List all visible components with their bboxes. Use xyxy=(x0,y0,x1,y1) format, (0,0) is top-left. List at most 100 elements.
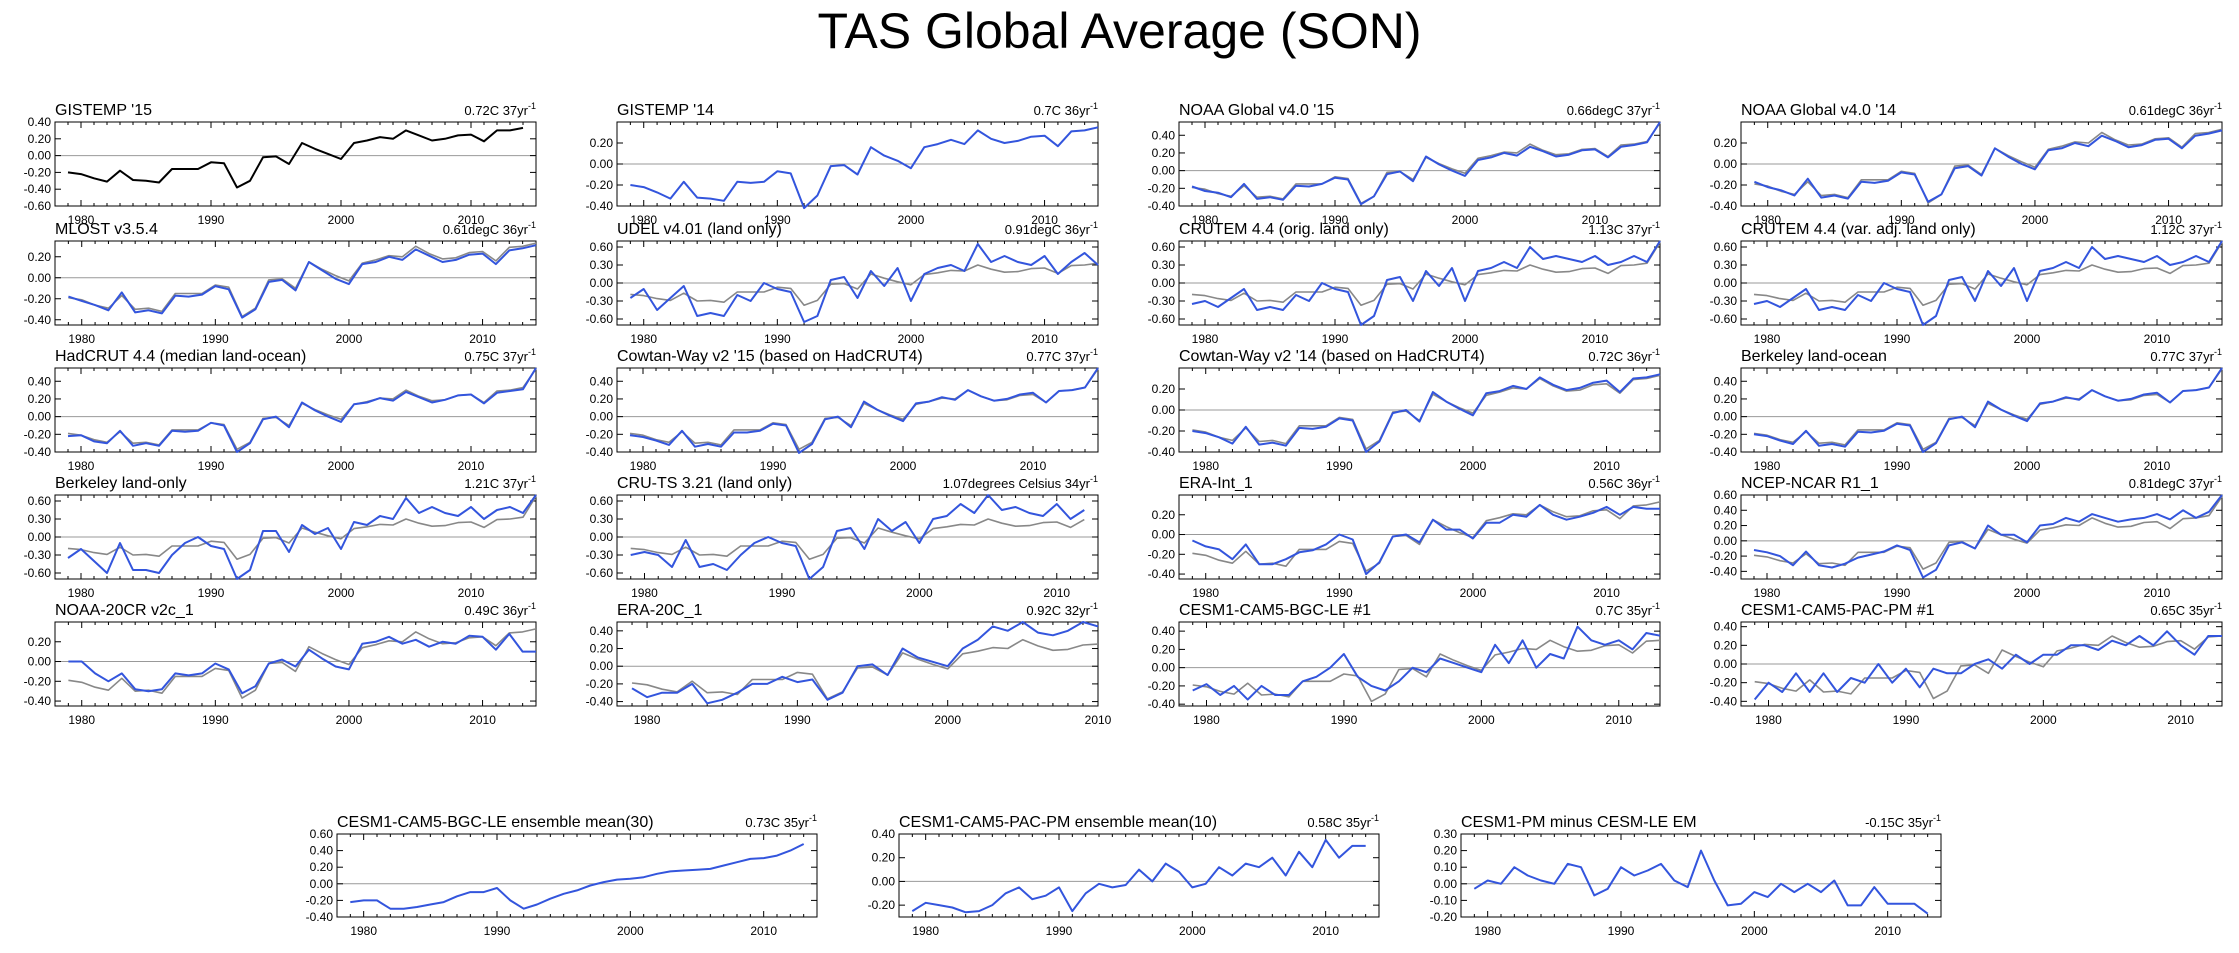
ytick-label: -0.20 xyxy=(586,677,614,691)
ytick-label: 0.40 xyxy=(1714,620,1738,634)
xtick-label: 1980 xyxy=(1754,332,1781,346)
xtick-label: 2000 xyxy=(1468,713,1495,727)
ytick-label: 0.20 xyxy=(1152,382,1176,396)
ytick-label: -0.40 xyxy=(24,182,52,196)
ytick-label: -0.20 xyxy=(868,898,896,912)
ytick-label: 0.20 xyxy=(1714,392,1738,406)
ytick-label: -0.40 xyxy=(1148,445,1176,459)
xtick-label: 1980 xyxy=(1754,586,1781,600)
panel: 0.60 0.30 0.00 -0.30 -0.60 1980 1990 2000 2010 Be… xyxy=(24,474,537,600)
xtick-label: 2010 xyxy=(2144,586,2171,600)
ytick-label: 0.00 xyxy=(1714,157,1738,171)
ytick-label: 0.20 xyxy=(1152,508,1176,522)
xtick-label: 1980 xyxy=(631,586,658,600)
model-series-line xyxy=(1473,849,1929,915)
ytick-label: -0.60 xyxy=(586,566,614,580)
xtick-label: 2000 xyxy=(1460,586,1487,600)
ytick-label: 0.40 xyxy=(1152,128,1176,142)
xtick-label: 2000 xyxy=(328,459,355,473)
ytick-label: -0.40 xyxy=(1148,199,1176,213)
ytick-label: -0.40 xyxy=(586,199,614,213)
reference-overlay-line xyxy=(630,262,1099,307)
xtick-label: 1980 xyxy=(630,459,657,473)
model-series-line xyxy=(1191,503,1660,576)
plot-frame xyxy=(1178,621,1661,707)
xtick-label: 2010 xyxy=(458,586,485,600)
xtick-label: 2000 xyxy=(1460,459,1487,473)
model-series-line xyxy=(68,632,536,695)
reference-overlay-line xyxy=(1754,635,2223,700)
ytick-label: 0.00 xyxy=(590,410,614,424)
ytick-label: 0.40 xyxy=(590,624,614,638)
ytick-label: 0.40 xyxy=(28,115,52,129)
panel-trend: 0.61degC 36yr-1 xyxy=(2129,101,2222,118)
panel: 0.20 0.00 -0.20 -0.40 1980 1990 2000 2010 GISTEM… xyxy=(586,101,1099,227)
ytick-label: 0.40 xyxy=(310,844,334,858)
xtick-label: 1990 xyxy=(1046,924,1073,938)
xtick-label: 2000 xyxy=(328,213,355,227)
ytick-label: 0.00 xyxy=(28,655,52,669)
ytick-label: 0.00 xyxy=(1152,528,1176,542)
ytick-label: -0.20 xyxy=(24,427,52,441)
ytick-label: -0.40 xyxy=(1710,199,1738,213)
model-series-line xyxy=(1754,129,2223,203)
panel-trend: 1.07degrees Celsius 34yr-1 xyxy=(943,474,1098,491)
xtick-label: 2000 xyxy=(890,459,917,473)
ytick-label: 0.40 xyxy=(872,827,896,841)
xtick-label: 1980 xyxy=(1192,586,1219,600)
ytick-label: 0.40 xyxy=(1714,503,1738,517)
xtick-label: 1990 xyxy=(1326,586,1353,600)
ytick-label: -0.40 xyxy=(24,445,52,459)
xtick-label: 2010 xyxy=(1031,332,1058,346)
reference-overlay-line xyxy=(1192,639,1661,703)
ytick-label: 0.20 xyxy=(28,132,52,146)
reference-overlay-line xyxy=(67,495,537,561)
model-series-line xyxy=(1753,240,2223,326)
ytick-label: -0.20 xyxy=(1710,549,1738,563)
ytick-label: 0.30 xyxy=(590,258,614,272)
panel-title: CESM1-PM minus CESM-LE EM xyxy=(1461,814,1697,831)
model-series-line xyxy=(67,367,537,453)
xtick-label: 2010 xyxy=(1085,713,1112,727)
xtick-label: 2010 xyxy=(750,924,777,938)
ytick-label: 0.60 xyxy=(1714,240,1738,254)
xtick-label: 1990 xyxy=(1884,586,1911,600)
xtick-label: 2010 xyxy=(1312,924,1339,938)
xtick-label: 2000 xyxy=(898,213,925,227)
xtick-label: 1990 xyxy=(198,213,225,227)
ytick-label: 0.20 xyxy=(1714,638,1738,652)
panel: 0.600.40 0.200.00-0.20-0.40 1980 1990 2000 20… xyxy=(1710,474,2223,600)
ytick-label: 0.30 xyxy=(1152,258,1176,272)
plot-frame xyxy=(616,367,1099,453)
panel-trend: 0.73C 35yr-1 xyxy=(745,813,817,830)
xtick-label: 1990 xyxy=(1608,924,1635,938)
plot-frame xyxy=(1178,121,1661,207)
model-series-line xyxy=(67,494,537,580)
panel: 0.40 0.20 0.00 -0.20 -0.40 1980 1990 2000 2010 CE… xyxy=(1148,601,1661,727)
panel-trend: 0.75C 37yr-1 xyxy=(464,347,536,364)
ytick-label: 0.00 xyxy=(1152,276,1176,290)
xtick-label: 1980 xyxy=(912,924,939,938)
ytick-label: 0.00 xyxy=(590,157,614,171)
plot-frame xyxy=(616,621,1099,707)
panel-title: NOAA Global v4.0 '14 xyxy=(1741,102,1896,119)
model-series-line xyxy=(630,126,1099,210)
panel-trend: 0.61degC 36yr-1 xyxy=(443,220,536,237)
panel-trend: 0.58C 35yr-1 xyxy=(1307,813,1379,830)
ytick-label: -0.20 xyxy=(1430,910,1458,924)
panel: 0.40 0.20 0.00 -0.20 -0.40 1980 1990 2000 2010 Ha… xyxy=(24,347,537,473)
ytick-label: 0.20 xyxy=(590,136,614,150)
xtick-label: 2000 xyxy=(2022,213,2049,227)
panel-title: NOAA Global v4.0 '15 xyxy=(1179,102,1334,119)
ytick-label: 0.20 xyxy=(1714,519,1738,533)
panel-title: CESM1-CAM5-PAC-PM #1 xyxy=(1741,602,1935,619)
ytick-label: 0.00 xyxy=(872,874,896,888)
xtick-label: 1990 xyxy=(202,713,229,727)
ytick-label: -0.20 xyxy=(1710,676,1738,690)
panel-title: MLOST v3.5.4 xyxy=(55,221,158,238)
xtick-label: 1990 xyxy=(1884,459,1911,473)
ytick-label: 0.00 xyxy=(28,149,52,163)
ytick-label: 0.20 xyxy=(590,392,614,406)
xtick-label: 2000 xyxy=(2030,713,2057,727)
ytick-label: 0.00 xyxy=(1714,657,1738,671)
